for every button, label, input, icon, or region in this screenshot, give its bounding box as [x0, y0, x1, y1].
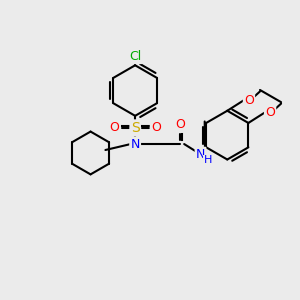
Text: O: O — [110, 121, 119, 134]
Text: O: O — [244, 94, 254, 107]
Text: S: S — [131, 121, 140, 135]
Text: H: H — [203, 155, 212, 165]
Text: Cl: Cl — [129, 50, 141, 63]
Text: N: N — [196, 148, 205, 161]
Text: O: O — [151, 121, 161, 134]
Text: N: N — [130, 138, 140, 151]
Text: O: O — [265, 106, 275, 119]
Text: O: O — [175, 118, 185, 131]
